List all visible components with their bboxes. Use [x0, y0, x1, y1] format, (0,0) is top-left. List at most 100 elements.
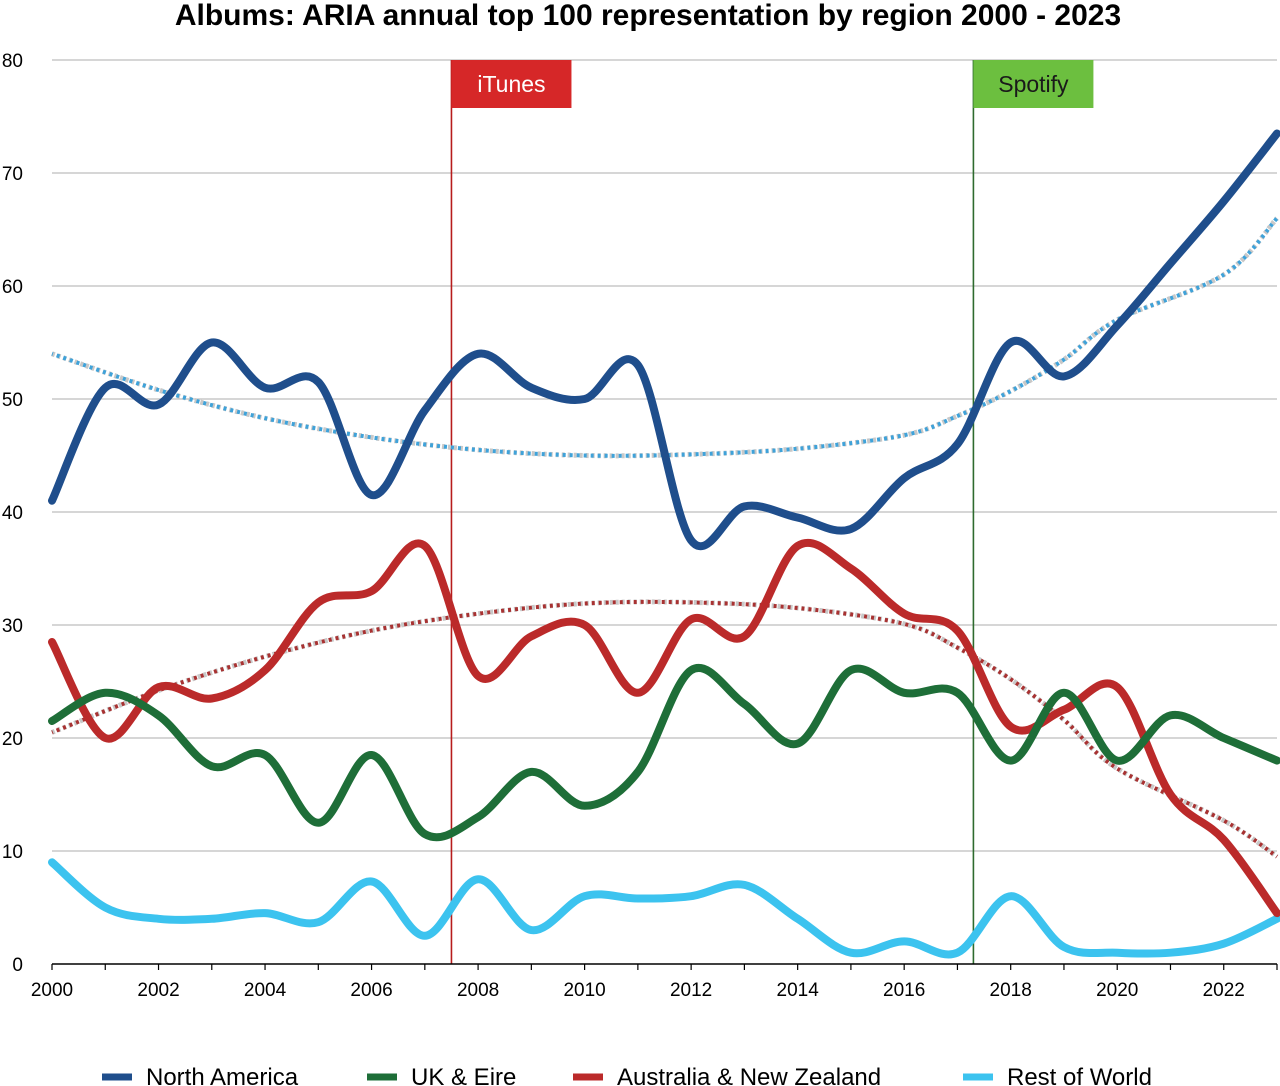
north-america-point	[1169, 262, 1172, 265]
north-america-point	[157, 403, 160, 406]
uk-eire-point	[850, 669, 852, 671]
rest-of-world-point	[1063, 946, 1065, 948]
y-tick-label: 60	[2, 277, 23, 298]
rest-of-world-point	[51, 861, 53, 864]
australia-new-zealand-point	[1222, 838, 1225, 841]
north-america-point	[264, 386, 266, 389]
event-annotations: iTunes Spotify	[450, 60, 1094, 964]
australia-new-zealand-point	[104, 737, 107, 739]
rest-of-world-point	[530, 929, 533, 931]
uk-eire-point	[370, 754, 373, 756]
legend-label-rest-of-world: Rest of World	[1007, 1064, 1152, 1086]
australia-new-zealand-point	[51, 641, 53, 643]
rest-of-world-point	[690, 895, 692, 897]
australia-new-zealand-point	[583, 624, 586, 626]
rest-of-world-point	[743, 884, 746, 886]
australia-new-zealand-point	[1063, 708, 1065, 711]
legend: North America UK & Eire Australia & New Ze…	[102, 1064, 1152, 1086]
x-tick-label: 2000	[31, 980, 73, 1001]
uk-eire-point	[956, 692, 959, 694]
rest-of-world-point	[477, 878, 479, 881]
x-tick-label: 2016	[883, 980, 925, 1001]
north-america-point	[1276, 132, 1278, 135]
uk-eire-line	[48, 664, 1280, 842]
australia-new-zealand-point	[903, 612, 905, 615]
australia-new-zealand-point	[1169, 793, 1172, 796]
x-tick-label: 2008	[457, 980, 499, 1001]
x-tick-label: 2006	[350, 980, 392, 1001]
x-tick-label: 2002	[137, 980, 179, 1001]
australia-new-zealand-point	[796, 545, 799, 547]
uk-eire-point	[1063, 692, 1065, 694]
rest-of-world-point	[583, 895, 586, 897]
y-tick-label: 20	[2, 729, 23, 750]
australia-new-zealand-point	[1116, 686, 1119, 688]
itunes-label: iTunes	[477, 71, 545, 97]
x-axis	[51, 963, 1278, 970]
australia-new-zealand-point	[956, 629, 959, 632]
australia-new-zealand-point	[1009, 725, 1012, 728]
north-america-point	[903, 477, 905, 479]
legend-label-uk-eire: UK & Eire	[411, 1064, 516, 1086]
uk-eire-point	[903, 692, 905, 694]
north-america-point	[317, 381, 320, 383]
north-america-point	[51, 499, 53, 502]
y-tick-labels: 0 10 20 30 40 50 60 70 80	[2, 51, 23, 976]
uk-eire-point	[264, 754, 266, 756]
australia-new-zealand-point	[157, 686, 160, 688]
uk-eire-point	[637, 771, 639, 773]
x-tick-label: 2020	[1096, 980, 1138, 1001]
north-america-point	[796, 516, 799, 519]
uk-eire-point	[51, 720, 53, 722]
north-america-point	[1063, 375, 1065, 378]
x-tick-label: 2018	[990, 980, 1032, 1001]
australia-new-zealand-point	[370, 590, 373, 592]
north-america-point	[104, 386, 107, 389]
australia-new-zealand-point	[637, 692, 639, 694]
uk-eire-point	[317, 821, 320, 824]
uk-eire-point	[690, 669, 692, 671]
australia-new-zealand-point	[743, 635, 746, 638]
uk-eire-point	[1116, 759, 1119, 762]
data-series	[48, 129, 1280, 959]
uk-eire-point	[1009, 759, 1012, 762]
uk-eire-point	[530, 771, 533, 773]
rest-of-world-point	[1116, 951, 1119, 954]
x-tick-label: 2022	[1203, 980, 1245, 1001]
uk-eire-point	[104, 692, 107, 694]
rest-of-world-point	[1276, 918, 1278, 920]
y-tick-label: 50	[2, 390, 23, 411]
rest-of-world-point	[903, 940, 905, 943]
uk-eire-point	[796, 742, 799, 745]
y-tick-label: 10	[2, 842, 23, 863]
north-america-point	[850, 528, 852, 530]
uk-eire-point	[1222, 737, 1225, 739]
spotify-label: Spotify	[998, 71, 1069, 97]
x-tick-label: 2012	[670, 980, 712, 1001]
rest-of-world-point	[796, 918, 799, 920]
north-america-point	[637, 364, 639, 366]
y-tick-label: 70	[2, 164, 23, 185]
north-america-point	[530, 386, 533, 389]
north-america-trendline-shadow	[51, 216, 1279, 459]
australia-new-zealand-point	[530, 635, 533, 638]
north-america-point	[743, 505, 746, 508]
rest-of-world-point	[210, 918, 213, 920]
x-tick-label: 2014	[777, 980, 820, 1001]
australia-new-zealand-trendline-shadow	[51, 599, 1279, 859]
australia-new-zealand-point	[424, 545, 426, 547]
north-america-point	[956, 443, 959, 446]
north-america-line	[48, 129, 1280, 551]
uk-eire-point	[477, 816, 479, 818]
uk-eire-point	[583, 805, 586, 807]
rest-of-world-point	[370, 880, 373, 883]
australia-new-zealand-point	[210, 697, 213, 700]
rest-of-world-point	[956, 951, 959, 954]
uk-eire-point	[1169, 714, 1172, 717]
legend-label-north-america: North America	[146, 1064, 299, 1086]
uk-eire-point	[743, 703, 746, 705]
australia-new-zealand-point	[317, 601, 320, 604]
spotify-label-box	[973, 60, 1094, 108]
north-america-point	[690, 539, 692, 542]
